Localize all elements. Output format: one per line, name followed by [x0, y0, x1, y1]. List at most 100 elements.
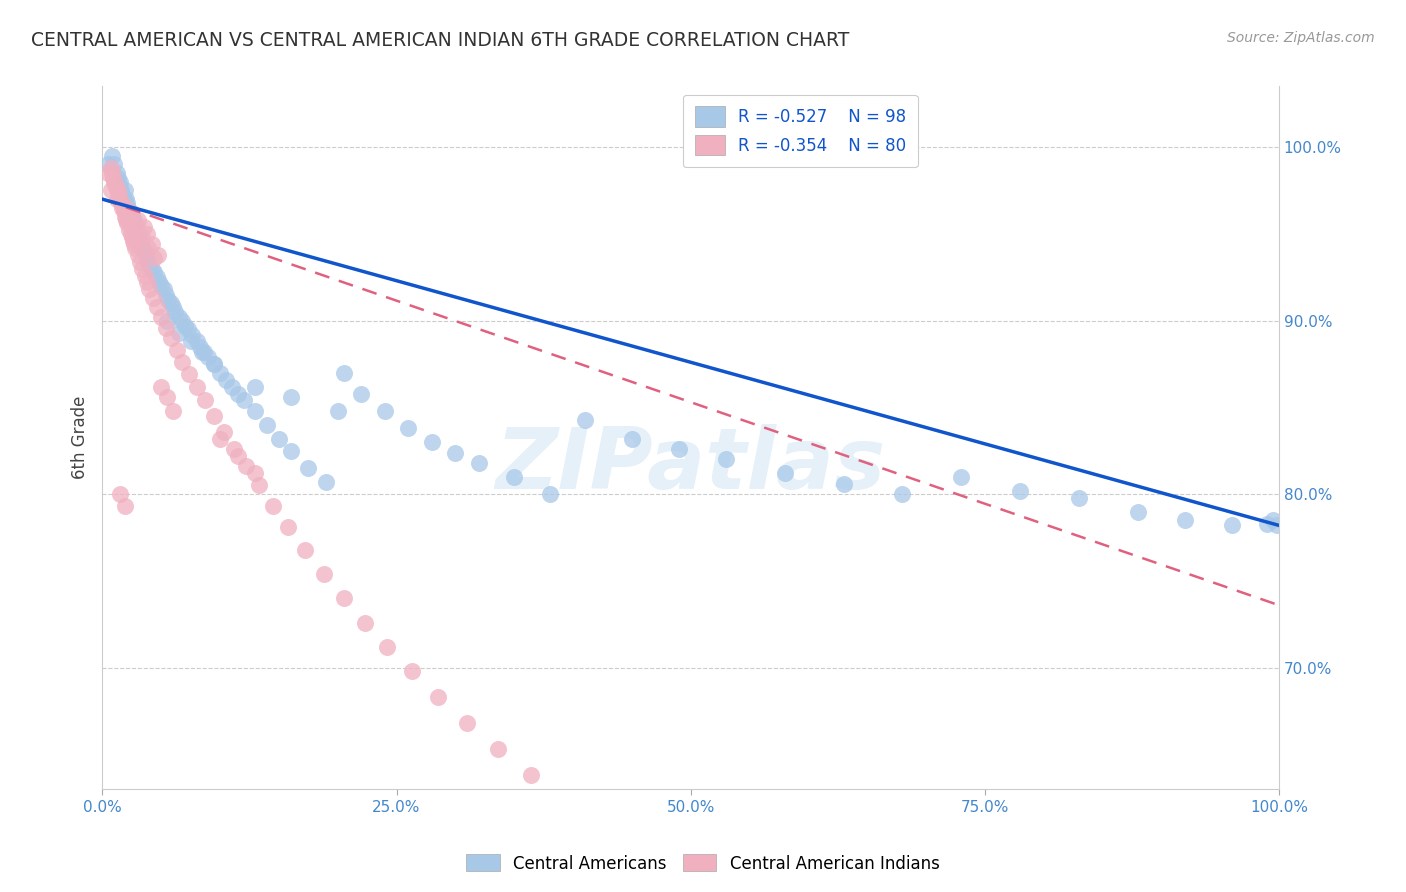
Point — [115, 201, 138, 215]
Point — [555, 794, 578, 808]
Point — [152, 282, 174, 296]
Point — [1220, 518, 1243, 533]
Point — [136, 227, 159, 241]
Point — [156, 390, 179, 404]
Point — [202, 409, 225, 423]
Point — [108, 487, 131, 501]
Point — [100, 184, 122, 198]
Point — [620, 432, 643, 446]
Point — [186, 379, 208, 393]
Point — [188, 340, 211, 354]
Point — [180, 327, 202, 342]
Point — [193, 344, 215, 359]
Point — [112, 204, 135, 219]
Text: CENTRAL AMERICAN VS CENTRAL AMERICAN INDIAN 6TH GRADE CORRELATION CHART: CENTRAL AMERICAN VS CENTRAL AMERICAN IND… — [31, 31, 849, 50]
Point — [129, 237, 152, 252]
Point — [127, 227, 149, 241]
Point — [297, 461, 319, 475]
Point — [118, 210, 141, 224]
Point — [118, 223, 141, 237]
Point — [108, 184, 131, 198]
Point — [426, 690, 449, 705]
Point — [105, 184, 128, 198]
Point — [104, 178, 127, 193]
Point — [456, 716, 478, 731]
Point — [97, 166, 120, 180]
Point — [262, 500, 284, 514]
Point — [226, 449, 249, 463]
Point — [146, 248, 169, 262]
Point — [105, 166, 128, 180]
Point — [773, 467, 796, 481]
Point — [221, 379, 243, 393]
Point — [156, 313, 179, 327]
Point — [103, 157, 125, 171]
Point — [97, 157, 120, 171]
Point — [150, 279, 173, 293]
Point — [1265, 518, 1288, 533]
Point — [135, 248, 157, 262]
Point — [141, 261, 163, 276]
Point — [138, 282, 160, 296]
Point — [114, 184, 136, 198]
Point — [108, 192, 131, 206]
Point — [131, 230, 153, 244]
Point — [280, 390, 302, 404]
Point — [167, 326, 190, 340]
Point — [232, 393, 254, 408]
Point — [245, 379, 267, 393]
Point — [121, 206, 143, 220]
Point — [124, 241, 146, 255]
Point — [136, 276, 159, 290]
Point — [110, 195, 132, 210]
Point — [143, 251, 166, 265]
Point — [127, 248, 149, 262]
Point — [209, 432, 232, 446]
Point — [122, 218, 145, 232]
Point — [159, 296, 181, 310]
Point — [503, 470, 526, 484]
Point — [245, 404, 267, 418]
Point — [226, 386, 249, 401]
Point — [129, 254, 152, 268]
Point — [312, 566, 335, 581]
Point — [519, 768, 541, 782]
Point — [197, 350, 219, 364]
Point — [1126, 504, 1149, 518]
Text: ZIPatlas: ZIPatlas — [495, 425, 886, 508]
Point — [129, 234, 152, 248]
Point — [145, 300, 167, 314]
Point — [105, 192, 128, 206]
Point — [332, 591, 354, 606]
Point — [212, 425, 235, 439]
Point — [326, 404, 349, 418]
Point — [155, 320, 177, 334]
Point — [114, 210, 136, 224]
Point — [245, 467, 267, 481]
Point — [950, 470, 973, 484]
Point — [101, 166, 124, 180]
Point — [115, 201, 138, 215]
Point — [165, 305, 187, 319]
Point — [1010, 483, 1032, 498]
Point — [122, 234, 145, 248]
Point — [134, 244, 156, 259]
Point — [101, 171, 124, 186]
Point — [117, 201, 139, 215]
Point — [136, 252, 159, 267]
Point — [167, 310, 190, 325]
Point — [173, 318, 195, 333]
Point — [202, 357, 225, 371]
Point — [209, 366, 232, 380]
Point — [375, 640, 398, 654]
Point — [127, 213, 149, 227]
Text: Source: ZipAtlas.com: Source: ZipAtlas.com — [1227, 31, 1375, 45]
Point — [114, 500, 136, 514]
Point — [353, 615, 375, 630]
Point — [1256, 516, 1278, 531]
Point — [714, 452, 737, 467]
Point — [172, 355, 194, 369]
Point — [891, 487, 914, 501]
Point — [420, 435, 443, 450]
Point — [108, 175, 131, 189]
